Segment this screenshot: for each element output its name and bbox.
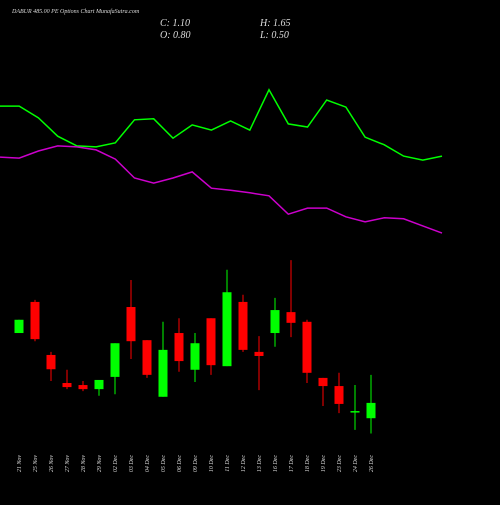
ohlc-high: H: 1.65	[259, 18, 291, 29]
x-tick-label: 12 Dec	[241, 455, 247, 472]
candle-body	[190, 343, 200, 370]
x-tick-label: 13 Dec	[257, 455, 263, 472]
ohlc-close: C: 1.10	[160, 18, 190, 29]
x-tick-label: 28 Nov	[81, 455, 87, 473]
x-tick-label: 05 Dec	[161, 455, 167, 472]
candle-body	[206, 318, 216, 366]
candle-body	[286, 312, 296, 323]
candle-body	[366, 402, 376, 419]
candle-body	[14, 319, 24, 334]
x-tick-label: 09 Dec	[193, 455, 199, 472]
x-tick-label: 04 Dec	[144, 455, 151, 472]
x-tick-label: 29 Nov	[97, 455, 103, 473]
ohlc-open: O: 0.80	[160, 30, 191, 41]
candle-body	[238, 301, 248, 350]
candle-body	[222, 292, 232, 367]
x-tick-label: 18 Dec	[305, 455, 311, 472]
x-tick-label: 02 Dec	[113, 455, 119, 472]
candle-body	[78, 385, 88, 390]
ohlc-low: L: 0.50	[259, 30, 289, 41]
x-tick-label: 27 Nov	[65, 455, 71, 473]
x-tick-label: 24 Dec	[352, 455, 359, 472]
x-tick-label: 21 Nov	[17, 455, 23, 473]
candle-body	[142, 340, 152, 375]
x-tick-label: 26 Nov	[49, 455, 55, 473]
candle-body	[334, 386, 344, 404]
x-tick-label: 26 Dec	[369, 455, 375, 472]
candle-body	[110, 343, 120, 377]
x-tick-label: 06 Dec	[177, 455, 183, 472]
candle-body	[94, 379, 104, 390]
x-tick-label: 10 Dec	[209, 455, 215, 472]
candle-body	[270, 310, 280, 334]
candle-body	[62, 383, 72, 388]
candle-body	[254, 351, 264, 356]
x-tick-label: 25 Nov	[33, 455, 39, 473]
overlay-line	[0, 145, 443, 234]
x-tick-label: 19 Dec	[321, 455, 327, 472]
candle-body	[46, 354, 56, 370]
x-tick-label: 23 Dec	[337, 455, 343, 472]
x-tick-label: 11 Dec	[225, 455, 231, 472]
candle-body	[158, 349, 168, 397]
candle-body	[30, 301, 40, 340]
candle-body	[302, 321, 312, 373]
x-tick-label: 16 Dec	[273, 455, 279, 472]
x-tick-label: 17 Dec	[289, 455, 295, 472]
candle-body	[350, 411, 360, 413]
overlay-line	[0, 88, 443, 161]
candle-body	[318, 377, 328, 387]
candle-body	[126, 307, 136, 342]
candle-body	[174, 333, 184, 362]
x-tick-label: 03 Dec	[129, 455, 135, 472]
chart-title: DABUR 485.00 PE Options Chart MunafaSutr…	[11, 8, 140, 15]
